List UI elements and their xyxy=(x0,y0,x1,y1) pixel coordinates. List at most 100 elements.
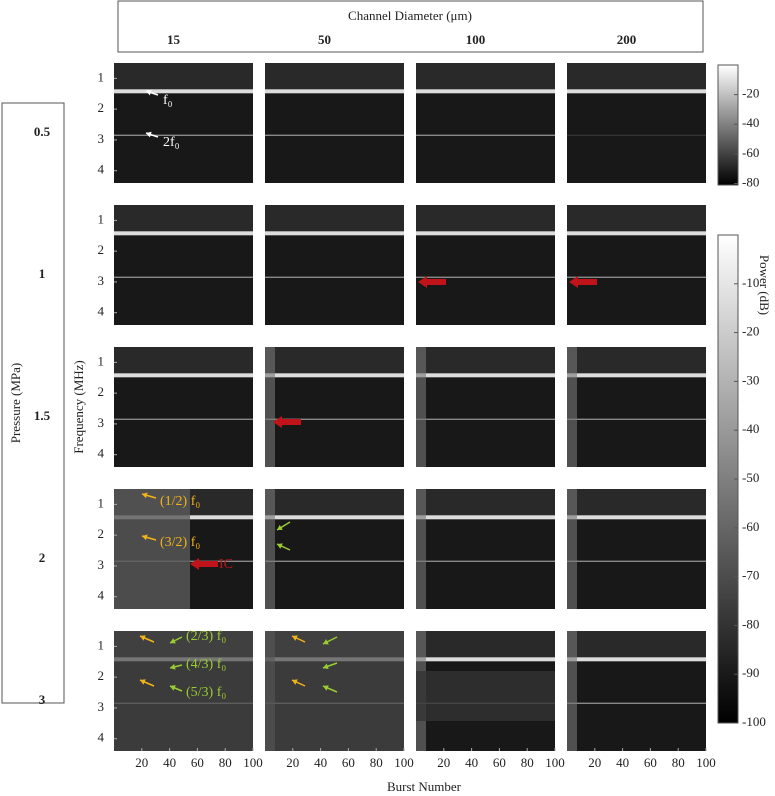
y-tick-label: 2 xyxy=(98,526,105,541)
y-tick-label: 4 xyxy=(98,162,105,177)
fundamental-band xyxy=(567,89,706,94)
fundamental-band xyxy=(416,373,555,378)
spectrogram-top xyxy=(265,489,404,517)
y-tick-label: 4 xyxy=(98,446,105,461)
red-arrow-head xyxy=(418,276,427,288)
colorbar-tick-label: -100 xyxy=(742,714,766,729)
harmonic-band xyxy=(265,418,404,421)
colorbar-tick-label: -10 xyxy=(742,275,759,290)
header-title: Channel Diameter (μm) xyxy=(348,8,472,23)
x-tick-label: 40 xyxy=(616,755,629,770)
harmonic-band xyxy=(416,418,555,421)
spectrogram-top xyxy=(416,347,555,375)
column-label: 50 xyxy=(318,32,331,47)
spectrogram-top xyxy=(114,63,253,91)
colorbar-tick-label: -80 xyxy=(742,175,759,190)
x-tick-label: 20 xyxy=(286,755,299,770)
colorbar-tick-label: -90 xyxy=(742,665,759,680)
spectrogram-top xyxy=(114,347,253,375)
spectrogram-top xyxy=(416,631,555,659)
colorbar-tick-label: -80 xyxy=(742,616,759,631)
x-tick-label: 20 xyxy=(437,755,450,770)
harmonic-band xyxy=(114,418,253,421)
onset-band xyxy=(265,489,275,609)
harmonic-band xyxy=(416,134,555,137)
arrow-head xyxy=(323,663,329,670)
red-arrow xyxy=(198,561,218,567)
fundamental-band xyxy=(567,373,706,378)
y-tick-label: 2 xyxy=(98,384,105,399)
annotation: (2/3) f₀ xyxy=(186,629,226,644)
arrow-head xyxy=(323,685,329,691)
row-box xyxy=(1,102,65,704)
annotation: IC xyxy=(219,557,233,572)
y-tick-label: 3 xyxy=(98,131,105,146)
fundamental-band xyxy=(265,231,404,236)
annotation: (3/2) f₀ xyxy=(160,535,200,550)
arrow-head xyxy=(146,131,152,138)
spectrogram-top xyxy=(567,631,706,659)
annotation: (5/3) f₀ xyxy=(186,685,226,700)
broadband xyxy=(416,671,555,721)
y-tick-label: 2 xyxy=(98,242,105,257)
red-arrow-head xyxy=(569,276,578,288)
red-arrow xyxy=(426,279,446,285)
spectrogram-top xyxy=(567,347,706,375)
colorbar xyxy=(717,64,739,186)
arrow-head xyxy=(140,635,146,641)
harmonic-band xyxy=(567,560,706,563)
harmonic-band xyxy=(265,276,404,279)
x-tick-label: 80 xyxy=(521,755,534,770)
colorbar-tick-label: -40 xyxy=(742,421,759,436)
arrow-head xyxy=(170,663,176,670)
colorbar-tick-label: -30 xyxy=(742,372,759,387)
red-arrow-head xyxy=(273,416,282,428)
fundamental-band xyxy=(114,231,253,236)
red-arrow xyxy=(281,419,301,425)
harmonic-band xyxy=(416,560,555,563)
broadband xyxy=(114,489,190,609)
y-tick-label: 4 xyxy=(98,588,105,603)
x-tick-label: 60 xyxy=(342,755,355,770)
x-tick-label: 100 xyxy=(545,755,565,770)
harmonic-band xyxy=(567,134,706,137)
spectrogram-top xyxy=(567,63,706,91)
header-box xyxy=(117,0,704,53)
annotation: 2f₀ xyxy=(163,135,180,150)
x-tick-label: 80 xyxy=(672,755,685,770)
arrow-head xyxy=(142,534,148,541)
arrow-head xyxy=(170,685,176,691)
colorbar-tick-label: -40 xyxy=(742,115,759,130)
arrow-head xyxy=(170,638,176,644)
harmonic-band xyxy=(567,418,706,421)
y-tick-label: 4 xyxy=(98,730,105,745)
fundamental-band xyxy=(265,515,404,520)
fundamental-band xyxy=(416,515,555,520)
fundamental-band xyxy=(416,89,555,94)
broadband xyxy=(114,631,253,751)
arrow-head xyxy=(323,639,329,645)
onset-band xyxy=(567,347,577,467)
arrow-head xyxy=(292,635,298,641)
spectrogram-top xyxy=(567,489,706,517)
spectrogram-top xyxy=(567,205,706,233)
y-tick-label: 3 xyxy=(98,557,105,572)
fundamental-band xyxy=(265,373,404,378)
x-axis-label: Burst Number xyxy=(387,779,462,794)
fundamental-band xyxy=(416,657,555,662)
arrow-head xyxy=(146,89,152,96)
spectrogram-top xyxy=(416,489,555,517)
colorbar-tick-label: -70 xyxy=(742,568,759,583)
colorbar-tick-label: -60 xyxy=(742,145,759,160)
spectrogram-top xyxy=(265,63,404,91)
harmonic-band xyxy=(265,134,404,137)
fundamental-band xyxy=(265,89,404,94)
x-tick-label: 100 xyxy=(696,755,716,770)
y-tick-label: 1 xyxy=(98,637,105,652)
colorbar-label: Power (dB) xyxy=(757,255,772,315)
fundamental-band xyxy=(114,373,253,378)
row-label: 2 xyxy=(39,550,46,565)
y-tick-label: 2 xyxy=(98,668,105,683)
y-tick-label: 2 xyxy=(98,100,105,115)
